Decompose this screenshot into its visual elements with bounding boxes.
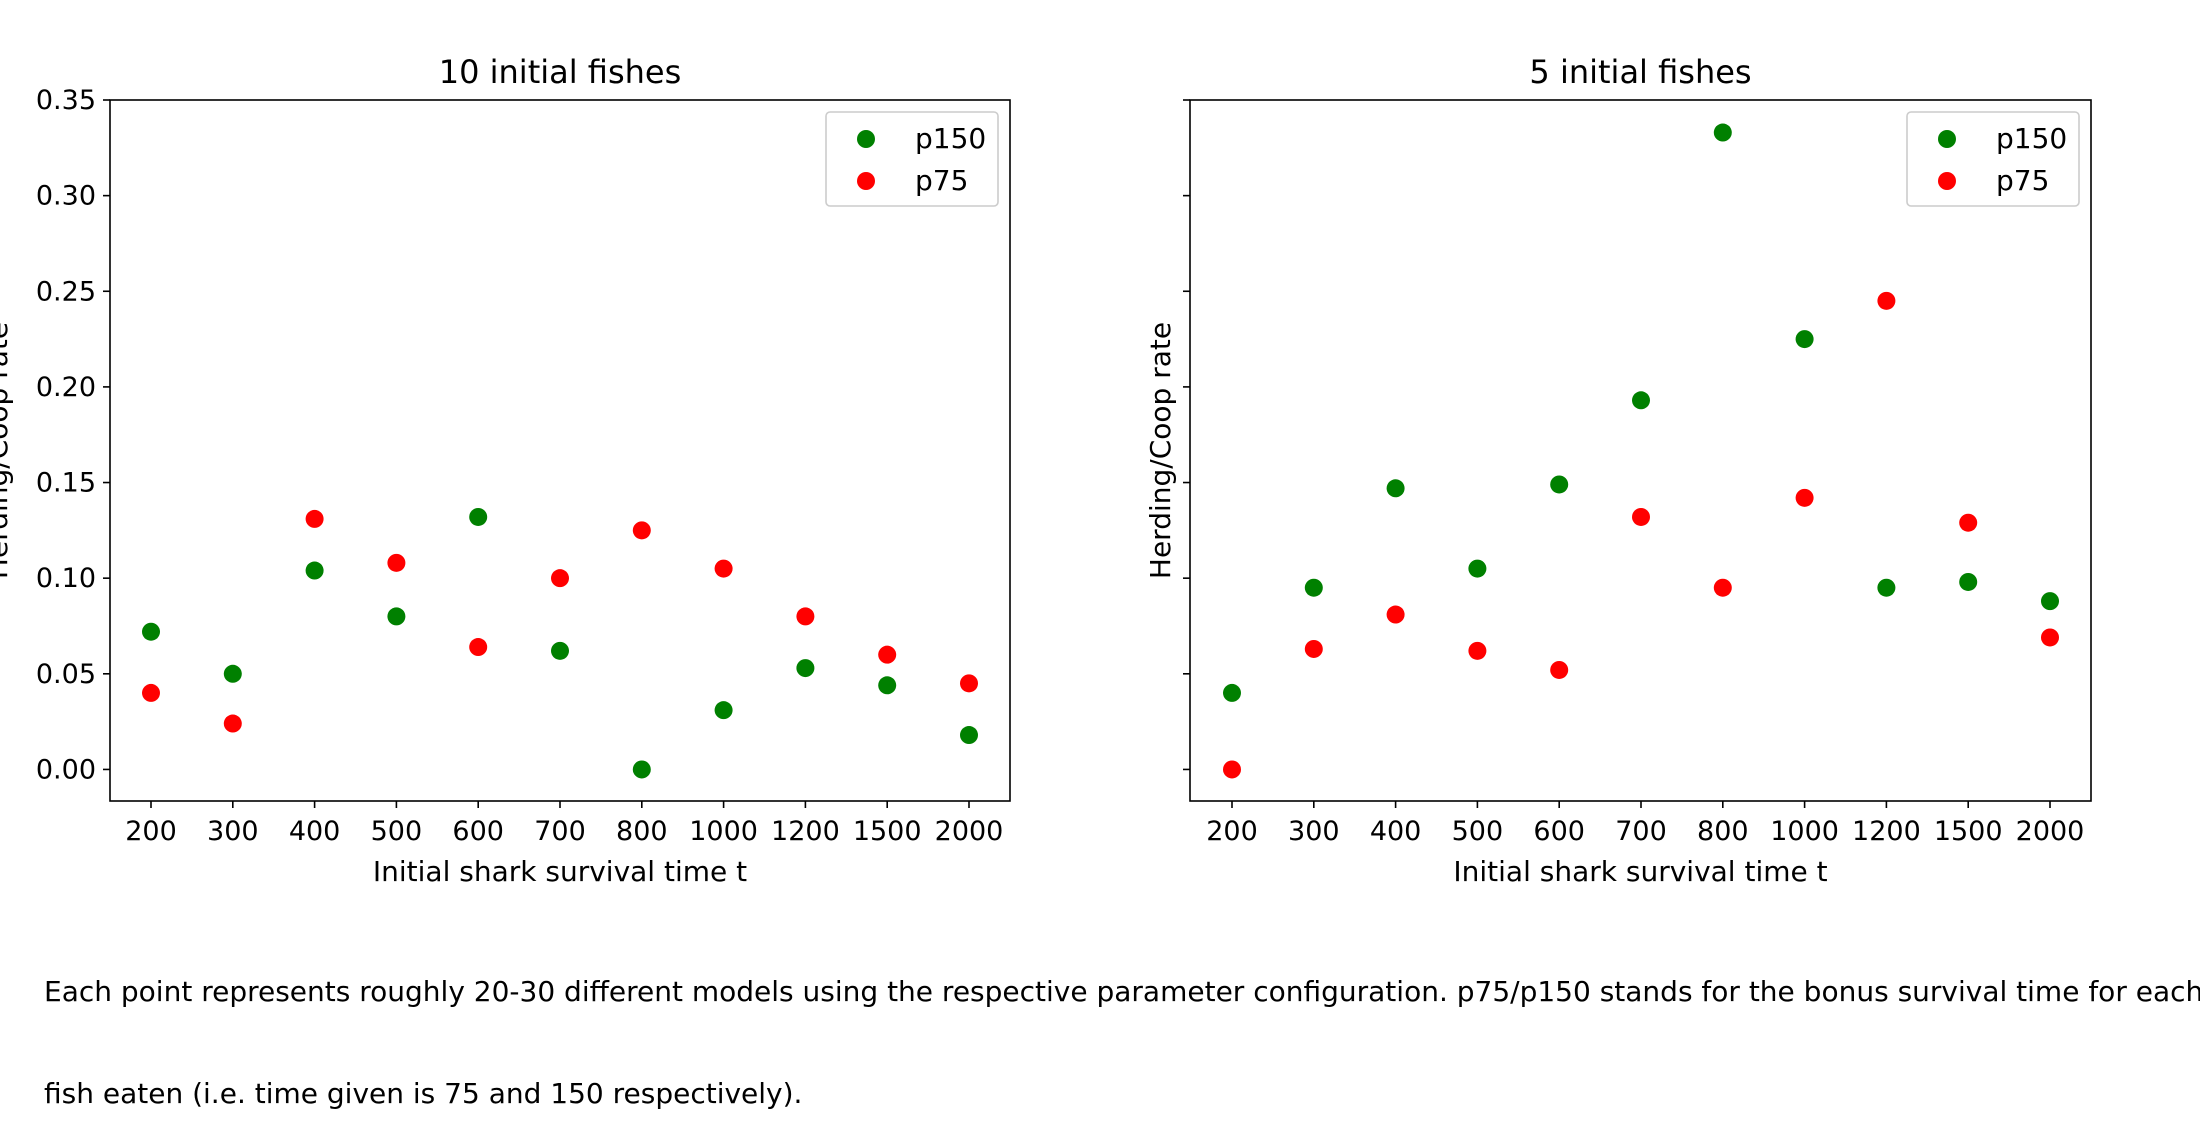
chart-2: 5 initial fishes 200 300 400 500 600 700 800 100… [1144,53,2092,888]
x-axis-label: Initial shark survival time t [1453,855,1827,888]
data-point-p75-400 [305,509,324,528]
y-tick-label: 0.10 [36,563,96,594]
data-point-p75-700 [1632,507,1650,526]
x-tick-label: 600 [452,816,504,847]
data-point-p75-600 [469,638,488,657]
x-tick-label: 200 [1206,816,1258,847]
x-tick-label: 2000 [2016,816,2085,847]
data-point-p75-2000 [960,674,978,693]
data-point-p75-500 [1468,641,1487,660]
data-point-p150-400 [1386,479,1405,498]
data-point-p75-1000 [1795,488,1814,507]
caption-line-1: Each point represents roughly 20-30 diff… [44,975,2200,1008]
data-point-p75-600 [1550,660,1569,679]
caption-line-2: fish eaten (i.e. time given is 75 and 15… [44,1077,803,1110]
y-axis-label: Herding/Coop rate [0,322,14,579]
data-point-p75-400 [1386,605,1405,624]
data-point-p75-800 [632,521,651,540]
data-point-p150-1500 [878,676,897,695]
y-tick-label: 0.35 [36,85,96,116]
data-point-p75-700 [551,569,569,588]
data-point-p150-500 [387,607,406,626]
data-point-p150-1000 [1795,330,1814,349]
y-axis-label: Herding/Coop rate [1144,322,1177,579]
legend-marker-p75 [857,172,875,190]
data-point-p150-1000 [714,701,733,720]
x-tick-label: 1000 [689,816,758,847]
x-tick-label: 500 [371,816,423,847]
data-point-p150-200 [1223,683,1241,702]
figure: 10 initial fishes 200 300 400 500 600 700 800 10… [0,53,2092,888]
x-tick-label: 1500 [1934,816,2003,847]
x-tick-label: 2000 [935,816,1004,847]
data-point-p150-400 [305,561,324,580]
data-point-p150-300 [223,664,242,683]
data-point-p150-800 [1713,123,1732,142]
data-point-p150-700 [551,641,569,660]
y-tick-label: 0.25 [36,276,96,307]
data-point-p150-1500 [1959,572,1978,591]
x-axis-label: Initial shark survival time t [373,855,747,888]
legend-marker-p150 [1938,130,1956,148]
data-point-p75-1000 [714,559,733,578]
x-tick-label: 1500 [853,816,922,847]
y-tick-label: 0.20 [36,372,96,403]
x-tick-label: 500 [1452,816,1504,847]
legend-label-p150: p150 [1996,122,2067,155]
x-tick-label: 700 [1615,816,1667,847]
chart-1: 10 initial fishes 200 300 400 500 600 700 800 10… [0,53,1011,888]
data-point-p150-600 [469,507,488,526]
x-tick-label: 300 [207,816,259,847]
data-point-p75-500 [387,553,406,572]
data-point-p150-1200 [796,659,815,678]
x-tick-label: 1200 [771,816,840,847]
x-tick-label: 1000 [1770,816,1839,847]
y-tick-label: 0.15 [36,468,96,499]
figure-caption: Each point represents roughly 20-30 diff… [44,907,2200,1145]
data-point-p150-300 [1304,578,1323,597]
legend-label-p75: p75 [1996,164,2049,197]
data-point-p75-300 [1304,639,1323,658]
data-point-p75-300 [223,714,242,733]
x-tick-label: 600 [1533,816,1585,847]
chart-title: 5 initial fishes [1529,53,1751,91]
legend-marker-p150 [857,130,875,148]
chart-title: 10 initial fishes [439,53,682,91]
data-point-p75-2000 [2041,628,2059,647]
legend-label-p75: p75 [915,164,968,197]
data-point-p150-1200 [1877,578,1896,597]
legend-label-p150: p150 [915,122,986,155]
data-point-p150-2000 [2041,592,2059,611]
data-point-p75-200 [1223,760,1241,779]
data-point-p150-200 [142,622,160,641]
x-tick-label: 700 [534,816,586,847]
data-point-p75-200 [142,683,160,702]
legend-marker-p75 [1938,172,1956,190]
data-point-p75-1500 [878,645,897,664]
data-point-p75-1200 [796,607,815,626]
x-tick-label: 200 [125,816,177,847]
x-tick-label: 800 [1697,816,1749,847]
x-tick-label: 300 [1288,816,1340,847]
y-tick-label: 0.30 [36,181,96,212]
data-point-p150-600 [1550,475,1569,494]
data-point-p150-2000 [960,726,978,745]
data-point-p75-1200 [1877,291,1896,310]
data-point-p75-800 [1713,578,1732,597]
legend: p150 p75 [1906,111,2080,207]
x-tick-label: 1200 [1852,816,1921,847]
legend: p150 p75 [825,111,999,207]
data-point-p150-800 [632,760,651,779]
data-point-p150-700 [1632,391,1650,410]
x-tick-label: 800 [616,816,668,847]
x-tick-label: 400 [1370,816,1422,847]
x-tick-label: 400 [289,816,341,847]
data-point-p150-500 [1468,559,1487,578]
y-tick-label: 0.00 [36,754,96,785]
y-tick-label: 0.05 [36,659,96,690]
data-point-p75-1500 [1959,513,1978,532]
